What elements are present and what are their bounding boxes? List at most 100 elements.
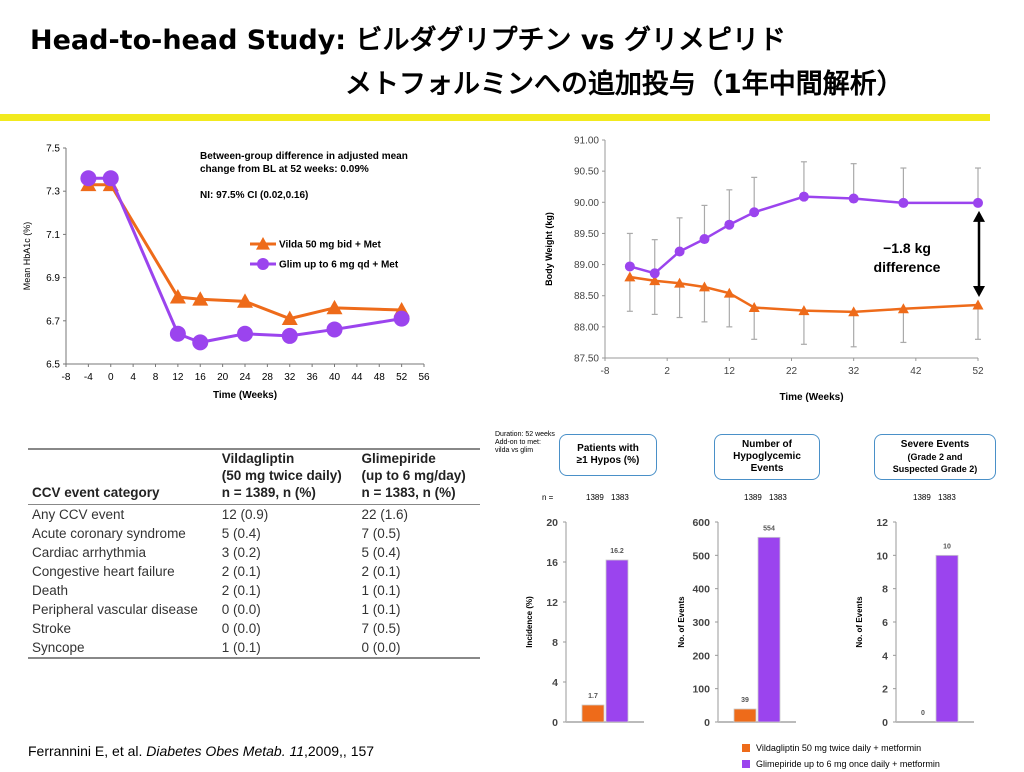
series-line-vilda [629, 275, 979, 314]
data-point-vilda [848, 306, 860, 317]
row-label: Cardiac arrhythmia [32, 545, 147, 560]
y-tick-label: 91.00 [574, 136, 599, 147]
data-point-glim [798, 191, 809, 202]
data-point-vilda [169, 289, 186, 304]
y-axis-label: No. of Events [855, 596, 864, 648]
x-tick-label: 28 [262, 372, 274, 383]
table-row: Congestive heart failure 2 (0.1) 2 (0.1) [28, 562, 480, 581]
n-label-glim: 1383 [938, 493, 956, 502]
hypo-events-bar-chart: 0 100 200 300 400 500 600 No. of Events 39 554 [677, 517, 796, 729]
n-label-vilda: 1389 [913, 493, 931, 502]
annotation-text: NI: 97.5% CI (0.02,0.16) [200, 190, 308, 201]
legend-marker [256, 237, 270, 250]
body-weight-line-chart: 87.50 88.00 88.50 89.00 89.50 90.00 90.50 91.00… [544, 136, 985, 403]
data-point-vilda [649, 275, 661, 286]
bar-value-label: 1.7 [588, 693, 598, 700]
box-title-line: Patients with [577, 443, 639, 454]
data-point-glim [649, 268, 660, 279]
citation-journal: Diabetes Obes Metab. 11 [146, 743, 304, 759]
y-tick-label: 8 [552, 637, 558, 649]
data-point-glim [80, 170, 97, 187]
vilda-col-head-2: (50 mg twice daily) [221, 468, 342, 483]
x-tick-label: 36 [307, 372, 319, 383]
y-tick-label: 10 [876, 550, 888, 562]
y-axis-label: Incidence (%) [525, 596, 534, 648]
y-tick-label: 20 [546, 517, 558, 529]
y-tick-label: 4 [882, 650, 888, 662]
data-point-vilda [972, 299, 984, 310]
y-tick-label: 88.50 [574, 291, 599, 302]
slide-title-line2: メトフォルミンへの追加投与（1年中間解析） [345, 69, 904, 100]
data-point-vilda [798, 305, 810, 316]
y-tick-label: 90.00 [574, 198, 599, 209]
y-tick-label: 0 [552, 717, 558, 729]
difference-annotation: difference [874, 259, 941, 275]
glim-col-head-3: n = 1383, n (%) [357, 484, 480, 505]
x-tick-label: 42 [910, 366, 922, 377]
y-tick-label: 7.1 [46, 230, 60, 241]
row-vilda: 2 (0.1) [221, 583, 261, 598]
row-vilda: 5 (0.4) [221, 526, 261, 541]
y-tick-label: 0 [882, 717, 888, 729]
data-point-glim [326, 321, 343, 338]
y-tick-label: 6.5 [46, 360, 60, 371]
x-tick-label: -8 [62, 372, 71, 383]
data-point-vilda [281, 310, 298, 326]
hypo-incidence-bar-chart: 0 4 8 12 16 20 Incidence (%) 1.7 16.2 [525, 517, 644, 729]
bar-value-label: 16.2 [610, 548, 624, 555]
y-tick-label: 2 [882, 684, 888, 696]
table-row: Acute coronary syndrome 5 (0.4) 7 (0.5) [28, 524, 480, 543]
y-tick-label: 87.50 [574, 354, 599, 365]
x-tick-label: -8 [601, 366, 610, 377]
row-glim: 0 (0.0) [357, 638, 480, 659]
table-row: Cardiac arrhythmia 3 (0.2) 5 (0.4) [28, 543, 480, 562]
row-glim: 2 (0.1) [361, 564, 401, 579]
y-tick-label: 6 [882, 617, 888, 629]
box-title-line: Hypoglycemic [733, 451, 801, 462]
row-glim: 1 (0.1) [361, 602, 401, 617]
box-title-line: Suspected Grade 2) [892, 464, 978, 474]
x-tick-label: 48 [374, 372, 386, 383]
y-tick-label: 8 [882, 584, 888, 596]
bar-value-label: 39 [741, 697, 749, 704]
row-label: Any CCV event [32, 507, 125, 522]
box-title-line: Events [750, 463, 784, 474]
box-title-line: (Grade 2 and [907, 452, 963, 462]
box-title-line: Severe Events [900, 439, 970, 450]
data-point-glim [973, 197, 983, 208]
y-tick-label: 7.3 [46, 187, 60, 198]
row-label: Stroke [32, 621, 72, 636]
x-tick-label: 52 [972, 366, 984, 377]
y-tick-label: 89.50 [574, 229, 599, 240]
bar-glim [605, 559, 629, 723]
box-title-line: Number of [742, 439, 792, 450]
y-tick-label: 90.50 [574, 167, 599, 178]
title-divider [0, 114, 990, 121]
data-point-glim [848, 193, 859, 204]
data-point-glim [674, 246, 685, 257]
table-row: Death 2 (0.1) 1 (0.1) [28, 581, 480, 600]
y-tick-label: 300 [692, 617, 710, 629]
data-point-vilda [897, 303, 909, 314]
row-label: Acute coronary syndrome [32, 526, 186, 541]
hypo-patients-title-box: Patients with ≥1 Hypos (%) [559, 434, 657, 476]
data-point-glim [237, 325, 253, 342]
y-tick-label: 16 [546, 557, 558, 569]
legend-label: Vilda 50 mg bid + Met [279, 240, 381, 251]
y-tick-label: 500 [692, 550, 710, 562]
legend-swatch [742, 760, 750, 768]
bar-vilda [581, 704, 605, 723]
row-label: Congestive heart failure [32, 564, 175, 579]
duration-note: Duration: 52 weeks Add-on to met: vilda … [495, 431, 559, 455]
y-tick-label: 12 [546, 597, 558, 609]
y-tick-label: 400 [692, 584, 710, 596]
y-tick-label: 7.5 [46, 144, 60, 155]
y-tick-label: 89.00 [574, 260, 599, 271]
y-axis-label: Mean HbA1c (%) [22, 222, 32, 291]
y-tick-label: 12 [876, 517, 888, 529]
category-col-head: CCV event category [28, 484, 218, 505]
data-point-glim [281, 327, 298, 344]
y-tick-label: 600 [692, 517, 710, 529]
x-tick-label: 32 [848, 366, 860, 377]
row-vilda: 2 (0.1) [221, 564, 261, 579]
